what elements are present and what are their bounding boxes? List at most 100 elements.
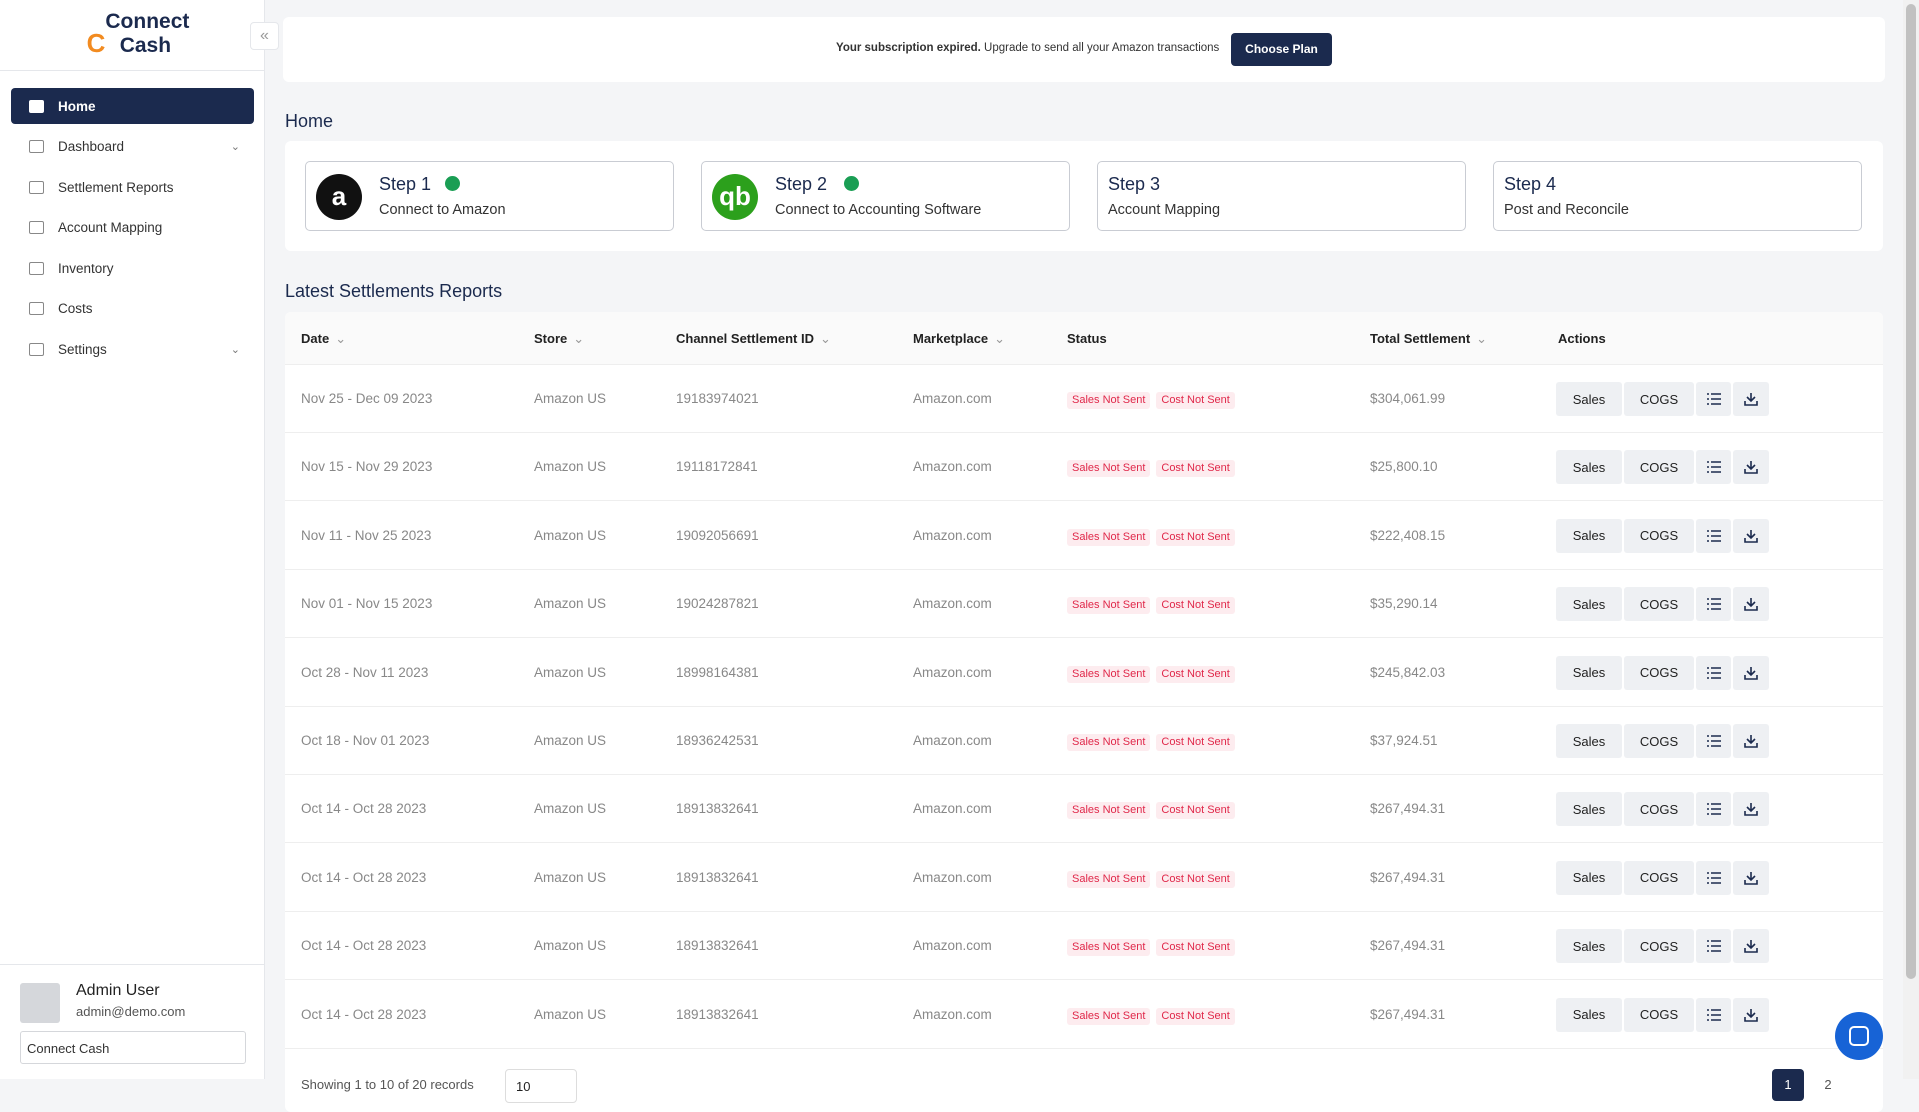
cell: Amazon.com xyxy=(913,869,992,885)
column-header[interactable]: Marketplace ⌄ xyxy=(913,331,1006,346)
nav-item[interactable]: Settlement Reports xyxy=(11,169,254,205)
collapse-button[interactable]: « xyxy=(250,22,279,50)
cell: Nov 11 - Nov 25 2023 xyxy=(301,527,432,543)
cell: 18913832641 xyxy=(676,869,759,885)
cell: Amazon US xyxy=(534,938,607,954)
action-button[interactable]: COGS xyxy=(1624,997,1694,1032)
column-header[interactable]: Date ⌄ xyxy=(301,331,347,346)
step-card[interactable]: qb Step 2 Connect to Accounting Software xyxy=(701,161,1070,231)
action-button[interactable]: Sales xyxy=(1556,587,1622,622)
status-badge: Cost Not Sent xyxy=(1156,528,1235,546)
action-button[interactable]: COGS xyxy=(1624,724,1694,758)
nav-label: Home xyxy=(58,98,96,114)
download-icon xyxy=(1744,393,1758,406)
action-button[interactable]: Sales xyxy=(1556,655,1622,690)
icon-button[interactable] xyxy=(1733,929,1769,964)
icon-button[interactable] xyxy=(1696,518,1731,553)
cell: $25,800.10 xyxy=(1370,459,1438,475)
step-title: Step 3 xyxy=(1108,174,1161,194)
action-button[interactable]: Sales xyxy=(1556,929,1622,964)
action-button[interactable]: COGS xyxy=(1624,655,1694,690)
icon-button[interactable] xyxy=(1733,655,1769,690)
action-button[interactable]: Sales xyxy=(1556,724,1622,758)
icon-button[interactable] xyxy=(1733,860,1769,895)
action-button[interactable]: COGS xyxy=(1624,929,1694,964)
step-subtitle: Post and Reconcile xyxy=(1504,202,1629,218)
nav-item[interactable]: Home xyxy=(11,88,254,124)
icon-button[interactable] xyxy=(1696,860,1731,895)
icon-button[interactable] xyxy=(1696,724,1731,758)
icon-button[interactable] xyxy=(1696,450,1731,485)
icon-button[interactable] xyxy=(1733,518,1769,553)
page-button[interactable]: 1 xyxy=(1772,1069,1804,1101)
action-button[interactable]: COGS xyxy=(1624,450,1694,485)
icon-button[interactable] xyxy=(1696,655,1731,690)
action-button[interactable]: COGS xyxy=(1624,382,1694,416)
icon-button[interactable] xyxy=(1733,724,1769,758)
nav-item[interactable]: Settings ⌄ xyxy=(11,331,254,367)
icon-button[interactable] xyxy=(1733,792,1769,827)
step-card[interactable]: Step 3 Account Mapping xyxy=(1097,161,1466,231)
status-badge: Cost Not Sent xyxy=(1156,665,1235,683)
list-icon xyxy=(1706,735,1721,747)
choose-plan-button[interactable]: Choose Plan xyxy=(1231,33,1332,66)
table-title: Latest Settlements Reports xyxy=(285,281,503,301)
page-button[interactable]: 2 xyxy=(1824,1077,1832,1092)
status-badge: Sales Not Sent xyxy=(1067,460,1151,478)
nav-icon xyxy=(29,180,44,194)
nav-icon xyxy=(29,261,44,275)
action-button[interactable]: Sales xyxy=(1556,518,1622,553)
settlements-table: Date ⌄ Store ⌄ Channel Settlement ID ⌄ Marketp… xyxy=(285,312,1883,1112)
column-header[interactable]: Total Settlement ⌄ xyxy=(1370,331,1488,346)
icon-button[interactable] xyxy=(1696,382,1731,416)
status-badge: Sales Not Sent xyxy=(1067,597,1151,615)
action-button[interactable]: Sales xyxy=(1556,860,1622,895)
nav-item[interactable]: Account Mapping xyxy=(11,210,254,246)
nav-label: Settings xyxy=(58,341,107,357)
column-header[interactable]: Status xyxy=(1067,331,1107,346)
cell: $267,494.31 xyxy=(1370,801,1446,817)
action-button[interactable]: Sales xyxy=(1556,382,1622,416)
icon-button[interactable] xyxy=(1733,450,1769,485)
list-icon xyxy=(1706,461,1721,474)
cell: 18913832641 xyxy=(676,801,759,817)
nav-item[interactable]: Costs xyxy=(11,291,254,327)
status-badge: Sales Not Sent xyxy=(1067,939,1151,957)
action-button[interactable]: COGS xyxy=(1624,860,1694,895)
status-badge: Cost Not Sent xyxy=(1156,460,1235,478)
cell: Oct 28 - Nov 11 2023 xyxy=(301,664,429,680)
action-button[interactable]: Sales xyxy=(1556,450,1622,485)
column-header[interactable]: Channel Settlement ID ⌄ xyxy=(676,331,831,346)
avatar xyxy=(20,983,60,1023)
cell: Oct 14 - Oct 28 2023 xyxy=(301,869,427,885)
column-header[interactable]: Actions xyxy=(1558,331,1606,346)
column-header[interactable]: Store ⌄ xyxy=(534,331,585,346)
cell: $35,290.14 xyxy=(1370,596,1438,612)
nav-item[interactable]: Inventory xyxy=(11,250,254,286)
icon-button[interactable] xyxy=(1696,997,1731,1032)
cell: 19024287821 xyxy=(676,596,759,612)
icon-button[interactable] xyxy=(1696,587,1731,622)
icon-button[interactable] xyxy=(1733,587,1769,622)
action-button[interactable]: Sales xyxy=(1556,792,1622,827)
step-card[interactable]: Step 4 Post and Reconcile xyxy=(1493,161,1862,231)
icon-button[interactable] xyxy=(1733,382,1769,416)
action-button[interactable]: Sales xyxy=(1556,997,1622,1032)
icon-button[interactable] xyxy=(1696,792,1731,827)
page-size-select[interactable]: 10 xyxy=(505,1069,577,1103)
action-button[interactable]: COGS xyxy=(1624,518,1694,553)
nav-item[interactable]: Dashboard ⌄ xyxy=(11,129,254,165)
cell: Amazon.com xyxy=(913,801,992,817)
icon-button[interactable] xyxy=(1696,929,1731,964)
table-header: Date ⌄ Store ⌄ Channel Settlement ID ⌄ Marketp… xyxy=(285,312,1883,365)
cell: $267,494.31 xyxy=(1370,869,1446,885)
step-logo: qb xyxy=(712,174,758,220)
company-select[interactable]: Connect Cash xyxy=(20,1031,246,1064)
action-button[interactable]: COGS xyxy=(1624,792,1694,827)
list-icon xyxy=(1706,871,1721,884)
chat-button[interactable] xyxy=(1835,1012,1883,1060)
icon-button[interactable] xyxy=(1733,997,1769,1032)
step-card[interactable]: a Step 1 Connect to Amazon xyxy=(305,161,674,231)
step-subtitle: Connect to Amazon xyxy=(379,202,506,218)
action-button[interactable]: COGS xyxy=(1624,587,1694,622)
